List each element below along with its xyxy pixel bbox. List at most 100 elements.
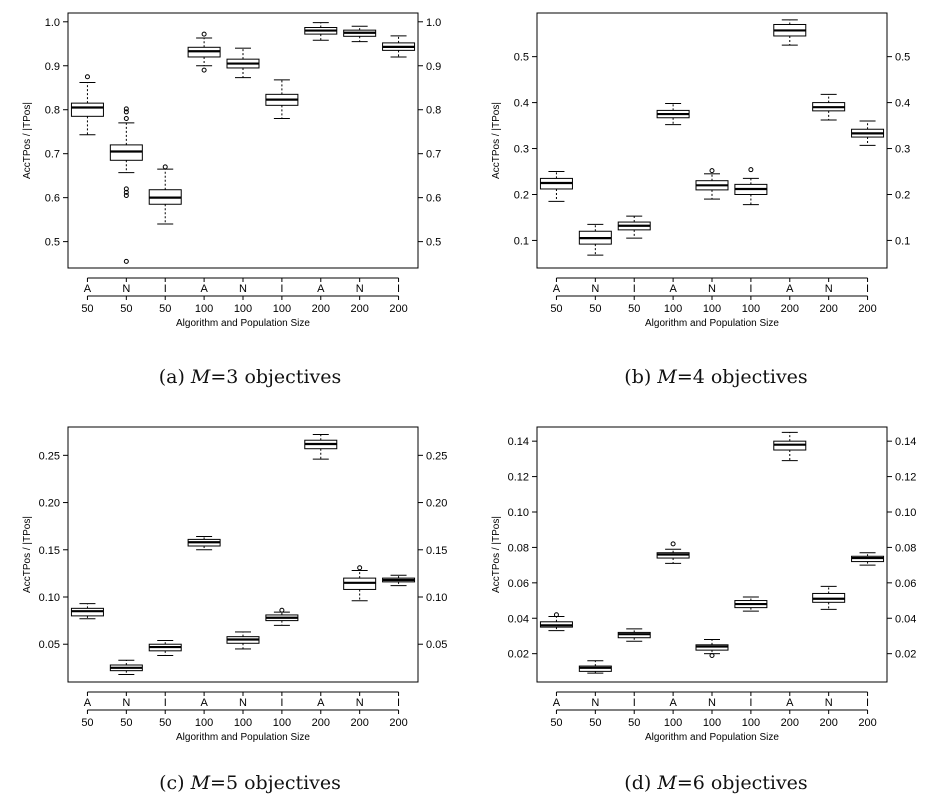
box-A-50	[70, 74, 104, 136]
box-A-200	[773, 19, 807, 46]
outlier-point	[670, 541, 676, 547]
size-label: 200	[781, 303, 799, 315]
size-label: 200	[781, 717, 799, 729]
size-label: 100	[742, 717, 760, 729]
caption-m5: (c) M=5 objectives	[130, 772, 370, 794]
box-I-100	[734, 596, 768, 612]
y-tick-label-right: 0.5	[895, 52, 910, 64]
category-label: I	[866, 283, 869, 295]
plot-frame	[536, 426, 888, 683]
y-tick-label-left: 0.6	[45, 193, 60, 205]
caption-m-symbol: M	[657, 772, 677, 794]
size-label: 200	[350, 717, 368, 729]
category-label: I	[633, 697, 636, 709]
outlier-point	[84, 74, 90, 80]
box-I-100	[734, 167, 768, 206]
size-label: 50	[550, 717, 562, 729]
category-label: N	[356, 697, 364, 709]
size-label: 200	[312, 303, 330, 315]
y-tick-label-left: 0.9	[45, 61, 60, 73]
outlier-point	[748, 167, 754, 173]
category-label: N	[122, 283, 130, 295]
category-label: N	[239, 697, 247, 709]
size-label: 100	[234, 717, 252, 729]
caption-m-symbol: M	[190, 772, 211, 794]
category-label: A	[553, 283, 561, 295]
outlier-point	[123, 258, 129, 264]
caption-m4: (b) M=4 objectives	[596, 366, 836, 388]
y-tick-label-right: 0.6	[426, 193, 441, 205]
outlier-point	[709, 168, 715, 174]
category-label: A	[669, 283, 677, 295]
box-N-200	[343, 565, 377, 602]
category-label: I	[866, 697, 869, 709]
box-A-100	[656, 541, 690, 564]
size-label: 200	[312, 717, 330, 729]
category-label: N	[591, 283, 599, 295]
box-A-200	[304, 22, 338, 41]
outlier-point	[357, 565, 363, 571]
y-tick-label-left: 0.4	[514, 98, 529, 110]
size-label: 200	[819, 303, 837, 315]
y-tick-label-right: 0.10	[895, 507, 916, 519]
x-axis-label: Algorithm and Population Size	[645, 318, 779, 329]
x-axis-label: Algorithm and Population Size	[176, 318, 310, 329]
y-tick-label-right: 1.0	[426, 17, 441, 29]
size-label: 200	[858, 717, 876, 729]
category-label: A	[317, 283, 325, 295]
y-tick-label-left: 0.7	[45, 149, 60, 161]
size-label: 50	[159, 303, 171, 315]
y-tick-label-right: 0.3	[895, 144, 910, 156]
size-label: 50	[589, 717, 601, 729]
category-label: A	[553, 697, 561, 709]
caption-label: (c)	[159, 772, 185, 794]
y-tick-label-left: 0.05	[39, 639, 60, 651]
y-tick-label-left: 0.8	[45, 105, 60, 117]
box-I-50	[617, 215, 651, 239]
y-axis-label: AccTPos / |TPos|	[22, 102, 33, 179]
y-tick-label-right: 0.20	[426, 498, 447, 510]
size-label: 200	[819, 717, 837, 729]
category-label: N	[708, 283, 716, 295]
boxplot-svg: 0.5 0.5 0.6 0.6 0.7 0.7 0.8 0.8 0.9 0.9 1.0 1.0 AccT…	[22, 12, 441, 329]
category-label: I	[397, 283, 400, 295]
size-label: 100	[664, 303, 682, 315]
category-label: A	[786, 697, 794, 709]
category-label: I	[164, 283, 167, 295]
category-label: A	[84, 283, 92, 295]
caption-m6: (d) M=6 objectives	[596, 772, 836, 794]
size-label: 200	[389, 717, 407, 729]
category-label: I	[280, 697, 283, 709]
y-tick-label-right: 0.9	[426, 61, 441, 73]
y-tick-label-right: 0.4	[895, 98, 910, 110]
box-N-200	[812, 585, 846, 610]
y-tick-label-left: 0.5	[45, 237, 60, 249]
y-tick-label-right: 0.25	[426, 450, 447, 462]
y-tick-label-right: 0.15	[426, 545, 447, 557]
y-tick-label-right: 0.5	[426, 237, 441, 249]
box-N-50	[109, 106, 143, 264]
boxplot-svg: 0.02 0.02 0.04 0.04 0.06 0.06 0.08 0.08 0.10 0.10…	[491, 426, 916, 743]
y-tick-label-left: 1.0	[45, 17, 60, 29]
size-label: 100	[703, 303, 721, 315]
box-I-100	[265, 607, 299, 626]
box-N-50	[109, 659, 143, 675]
box-N-200	[343, 25, 377, 43]
caption-eq: =3 objectives	[210, 366, 342, 388]
category-label: N	[122, 697, 130, 709]
box-N-100	[226, 47, 260, 79]
box-A-200	[304, 434, 338, 460]
category-label: A	[84, 697, 92, 709]
category-label: I	[749, 697, 752, 709]
size-label: 50	[159, 717, 171, 729]
plot-frame	[536, 12, 888, 269]
boxplot-panel-m4: 0.1 0.1 0.2 0.2 0.3 0.3 0.4 0.4 0.5 0.5 AccTPos / …	[469, 0, 938, 340]
box-I-200	[382, 574, 416, 587]
size-label: 200	[350, 303, 368, 315]
box-I-50	[148, 164, 182, 225]
x-axis-label: Algorithm and Population Size	[176, 732, 310, 743]
outlier-point	[162, 164, 168, 170]
y-tick-label-left: 0.12	[508, 472, 529, 484]
y-axis-label: AccTPos / |TPos|	[491, 516, 502, 593]
box-N-200	[812, 93, 846, 121]
